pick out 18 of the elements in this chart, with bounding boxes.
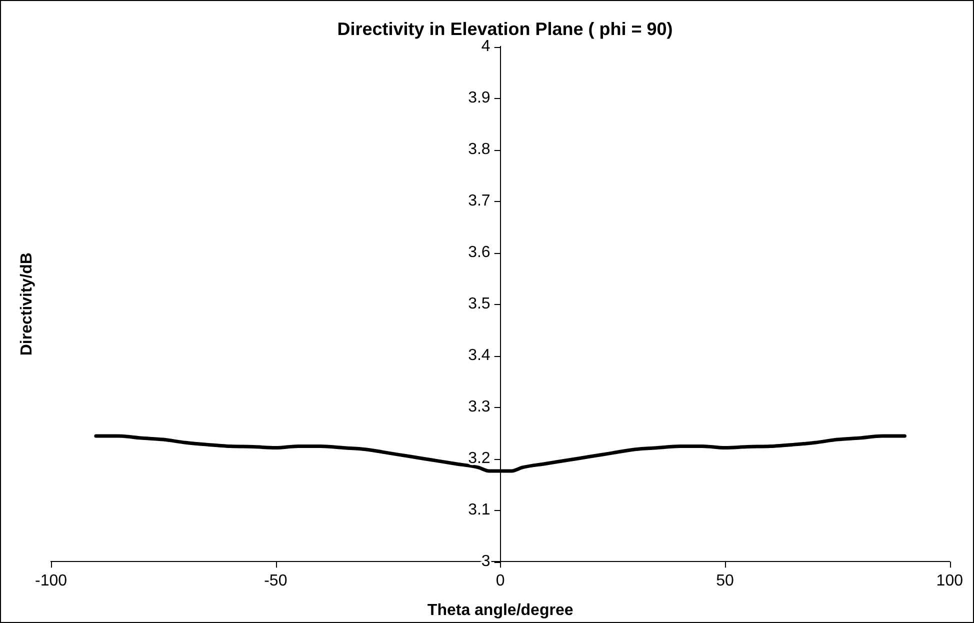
chart-title: Directivity in Elevation Plane ( phi = 90)	[337, 18, 673, 39]
x-tick-label: 50	[716, 572, 734, 590]
y-tick-label: 3.7	[468, 192, 490, 210]
y-tick-label: 3.1	[468, 502, 490, 519]
x-tick-label: -100	[34, 572, 68, 590]
y-tick-label: 4	[481, 38, 490, 56]
y-tick-label: 3.4	[468, 347, 490, 364]
y-tick-label: 3.6	[468, 244, 490, 262]
y-tick-label: 3.2	[468, 450, 490, 468]
y-tick-label: 3.8	[468, 141, 490, 158]
x-axis-title: Theta angle/degree	[427, 602, 574, 619]
y-axis-title: Directivity/dB	[18, 252, 36, 356]
y-tick-label: 3.3	[468, 398, 490, 416]
y-tick-label: 3.5	[468, 296, 490, 313]
x-tick-label: -50	[264, 572, 288, 590]
y-tick-label: 3.9	[468, 90, 490, 107]
x-tick-label: 0	[496, 572, 505, 590]
x-tick-label: 100	[936, 572, 964, 590]
